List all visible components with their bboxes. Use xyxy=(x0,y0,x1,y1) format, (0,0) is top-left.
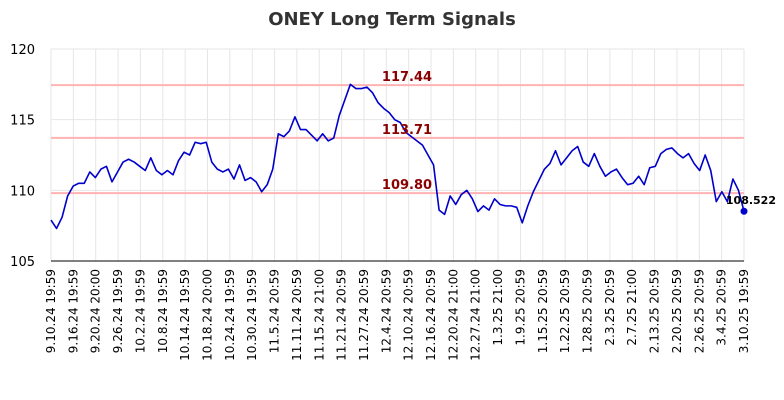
x-tick-label: 2.7.25 21:00 xyxy=(625,269,639,346)
x-tick-label: 2.3.25 20:59 xyxy=(603,269,617,346)
signal-level-label: 117.44 xyxy=(382,70,432,85)
chart-title: ONEY Long Term Signals xyxy=(268,9,516,30)
x-tick-label: 2.26.25 20:59 xyxy=(692,269,706,353)
x-tick-label: 11.27.24 20:59 xyxy=(357,269,371,361)
x-tick-label: 11.15.24 21:00 xyxy=(312,269,326,361)
x-tick-label: 9.16.24 19:59 xyxy=(66,269,80,353)
x-tick-label: 1.22.25 20:59 xyxy=(558,269,572,353)
x-tick-label: 10.18.24 20:00 xyxy=(200,269,214,361)
x-tick-label: 11.21.24 20:59 xyxy=(335,269,349,361)
y-tick-label: 110 xyxy=(10,184,35,199)
x-tick-label: 12.27.24 21:00 xyxy=(469,269,483,361)
x-tick-label: 12.16.24 20:59 xyxy=(424,269,438,361)
x-tick-label: 1.9.25 20:59 xyxy=(513,269,527,346)
y-tick-label: 115 xyxy=(10,114,35,129)
x-tick-label: 12.4.24 20:59 xyxy=(379,269,393,353)
x-tick-label: 2.20.25 20:59 xyxy=(670,269,684,353)
y-tick-label: 105 xyxy=(10,255,35,270)
x-tick-label: 10.14.24 19:59 xyxy=(178,269,192,361)
x-tick-label: 1.15.25 20:59 xyxy=(536,269,550,353)
x-tick-label: 3.4.25 20:59 xyxy=(715,269,729,346)
x-tick-label: 11.5.24 20:59 xyxy=(268,269,282,353)
axes: 9.10.24 19:59 9.16.24 19:59 9.20.24 20:00 9… xyxy=(10,43,751,361)
signal-levels xyxy=(51,84,744,195)
x-tick-label: 11.11.24 20:59 xyxy=(290,269,304,361)
x-tick-label: 10.2.24 19:59 xyxy=(133,269,147,353)
signal-level-label: 109.80 xyxy=(382,178,432,193)
price-line xyxy=(50,83,745,230)
x-tick-label: 9.20.24 20:00 xyxy=(89,269,103,353)
last-point-marker xyxy=(740,207,748,215)
x-tick-label: 12.20.24 21:00 xyxy=(446,269,460,361)
x-tick-label: 10.8.24 19:59 xyxy=(156,269,170,353)
price-series xyxy=(50,83,748,230)
x-tick-label: 10.24.24 19:59 xyxy=(223,269,237,361)
x-tick-label: 1.28.25 20:59 xyxy=(581,269,595,353)
last-value-label: 108.522 xyxy=(726,194,776,207)
x-tick-label: 1.3.25 21:00 xyxy=(491,269,505,346)
x-tick-label: 9.26.24 19:59 xyxy=(111,269,125,353)
y-tick-label: 120 xyxy=(10,43,35,58)
x-tick-label: 2.13.25 20:59 xyxy=(648,269,662,353)
x-tick-label: 9.10.24 19:59 xyxy=(44,269,58,353)
x-tick-label: 10.30.24 19:59 xyxy=(245,269,259,361)
signal-level-label: 113.71 xyxy=(382,123,432,138)
x-tick-label: 12.10.24 20:59 xyxy=(402,269,416,361)
x-tick-label: 3.10.25 19:59 xyxy=(737,269,751,353)
level-labels: 117.44 113.71 109.80 108.522 xyxy=(382,70,776,207)
